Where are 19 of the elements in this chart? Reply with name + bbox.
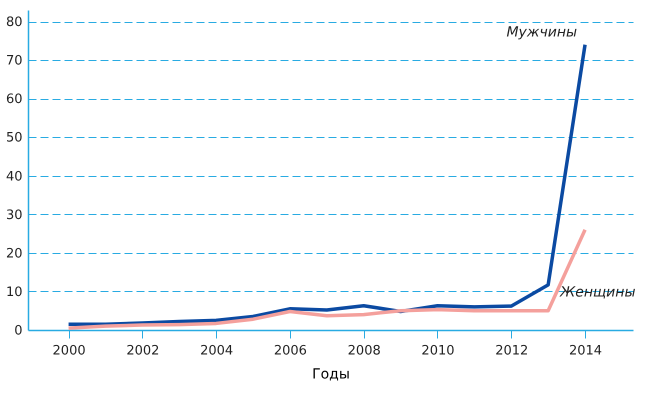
x-tick-label: 2014 (568, 344, 602, 358)
y-tick-label: 70 (6, 54, 22, 69)
series-label: Мужчины (506, 24, 578, 41)
y-tick-label: 10 (6, 284, 22, 300)
x-tick-label: 2006 (274, 344, 307, 358)
x-tick-label: 2002 (126, 344, 160, 358)
y-tick-label: 30 (6, 208, 22, 223)
y-tick-label: 80 (6, 15, 22, 30)
x-tick-label: 2008 (348, 344, 381, 358)
y-tick-label: 60 (6, 92, 22, 108)
x-tick-label: 2000 (52, 344, 86, 358)
y-tick-label: 20 (6, 246, 22, 262)
x-tick-label: 2004 (200, 344, 234, 358)
x-axis-title: Годы (312, 366, 350, 382)
y-tick-label: 40 (6, 169, 22, 184)
x-tick-label: 2012 (495, 344, 528, 358)
y-tick-label: 0 (14, 324, 22, 338)
y-tick-label: 50 (6, 130, 22, 146)
x-tick-label: 2010 (421, 344, 455, 358)
